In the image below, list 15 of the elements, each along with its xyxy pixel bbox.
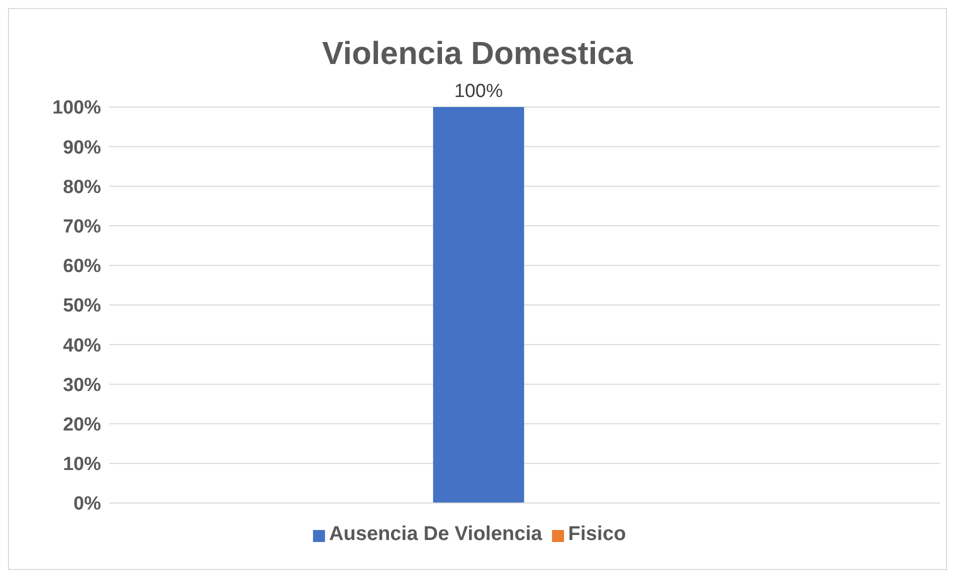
y-tick-label: 70% [62,216,102,238]
y-tick-label: 10% [62,454,102,476]
legend-label: Ausencia De Violencia [329,523,542,545]
legend-label: Fisico [568,523,626,545]
chart-title: Violencia Domestica [321,35,634,72]
y-tick-label: 50% [62,296,102,317]
y-tick-label: 0% [74,494,102,515]
y-tick-label: 90% [62,137,102,158]
y-tick-label: 100% [52,98,102,119]
y-tick-label: 20% [62,414,102,436]
y-tick-label: 60% [62,256,102,278]
y-tick-label: 40% [62,335,102,356]
y-tick-label: 30% [62,374,102,396]
data-label: 100% [454,81,503,102]
y-tick-label: 80% [62,176,102,198]
